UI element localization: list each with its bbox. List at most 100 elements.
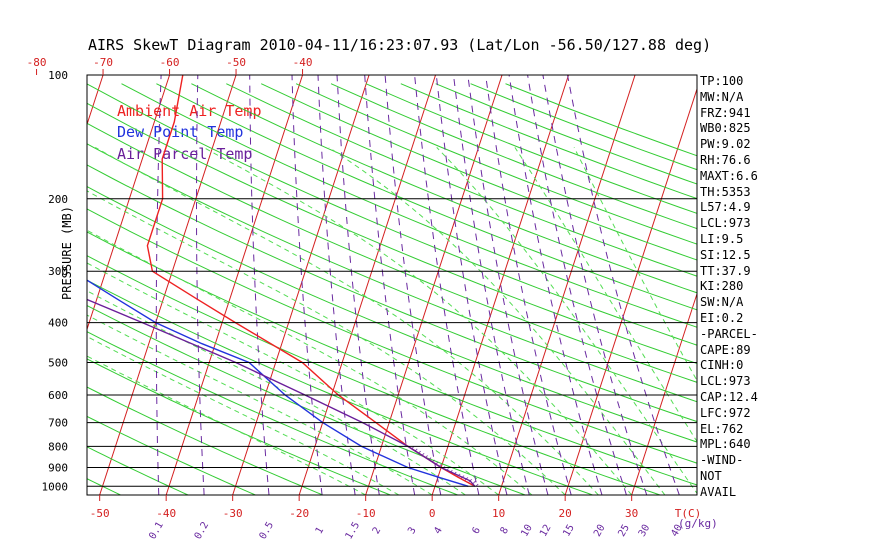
index-21: LFC:972 (700, 405, 751, 420)
isotherm-line (698, 75, 834, 495)
index-15: EI:0.2 (700, 311, 744, 325)
index-22: EL:762 (700, 421, 744, 436)
bottom-temp-label: -30 (223, 507, 243, 520)
bottom-temp-label: -40 (156, 507, 176, 520)
mixing-ratio-label: 0.5 (258, 520, 277, 541)
mixing-ratio-line (527, 75, 627, 495)
index-26: AVAIL (700, 484, 737, 499)
index-12: TT:37.9 (700, 263, 751, 278)
index-16: -PARCEL- (700, 326, 758, 341)
dry-adiabat-line (260, 83, 697, 261)
dry-adiabat-line (0, 84, 53, 495)
isotherm-line (431, 75, 570, 495)
dry-adiabat-line (87, 143, 697, 403)
mixing-ratio-line (249, 75, 270, 495)
isotherm-line (298, 75, 437, 495)
mixing-ratio-label: 0.1 (147, 520, 166, 541)
dry-adiabat-line (156, 83, 697, 311)
mixing-ratio-label: 10 (519, 523, 535, 539)
pressure-tick-label: 500 (48, 356, 68, 369)
top-temp-label: -80 (27, 56, 47, 69)
mixing-ratio-label: 1.5 (344, 520, 363, 541)
mixing-ratio-line (384, 75, 442, 495)
isotherm-line (99, 75, 237, 495)
isotherm-line (498, 75, 636, 495)
dry-adiabat-line (87, 255, 661, 495)
index-10: LI:9.5 (700, 232, 744, 246)
mixing-ratio-line (453, 75, 530, 495)
index-9: LCL:973 (700, 216, 751, 231)
index-7: TH:5353 (700, 184, 751, 199)
dry-adiabat-line (87, 386, 323, 495)
mixing-ratio-label: 8 (499, 525, 512, 536)
mixing-ratio-line (435, 75, 508, 495)
pressure-tick-label: 900 (48, 461, 68, 474)
dry-adiabat-line (435, 83, 697, 185)
bottom-temp-unit: T(C) (675, 507, 702, 520)
moist-adiabat-line (87, 190, 566, 495)
bottom-temp-label: 30 (625, 507, 638, 520)
dry-adiabat-line (87, 208, 697, 464)
pressure-tick-label: 400 (48, 317, 68, 330)
mixing-ratio-line (542, 75, 648, 495)
dry-adiabat-line (87, 164, 697, 423)
index-24: -WIND- (700, 453, 744, 468)
dry-adiabat-line (87, 415, 256, 495)
moist-adiabat-line (94, 146, 599, 495)
mixing-ratio-label: 4 (432, 525, 445, 536)
index-8: L57:4.9 (700, 200, 751, 215)
bottom-temp-label: 10 (492, 507, 505, 520)
dry-adiabat-line (87, 331, 458, 495)
index-11: SI:12.5 (700, 247, 751, 262)
dry-adiabat-line (400, 83, 697, 200)
dry-adiabat-line (121, 83, 697, 328)
isotherm-line (631, 292, 697, 495)
dry-adiabat-line (226, 83, 697, 277)
mixing-ratio-line (567, 75, 680, 495)
dry-adiabat-line (365, 83, 697, 214)
isotherm-line (87, 75, 104, 127)
dry-adiabat-line (87, 358, 391, 495)
dry-adiabat-line (87, 279, 593, 495)
dry-adiabat-line (87, 122, 697, 383)
mixing-ratio-line (336, 75, 380, 495)
series-air-parcel-temp (87, 298, 476, 487)
isotherm-line (765, 75, 870, 495)
pressure-tick-label: 200 (48, 193, 68, 206)
top-temp-label: -60 (160, 56, 180, 69)
index-13: KI:280 (700, 279, 744, 294)
dry-adiabat-line (87, 304, 526, 495)
dry-adiabat-line (191, 83, 697, 294)
mixing-ratio-label: 1 (314, 525, 327, 536)
index-19: LCL:973 (700, 374, 751, 389)
mixing-ratio-label: 6 (470, 525, 483, 536)
index-14: SW:N/A (700, 295, 744, 310)
isotherm-line (232, 75, 370, 495)
index-18: CINH:0 (700, 358, 744, 373)
index-20: CAP:12.4 (700, 390, 758, 404)
mixing-ratio-line (155, 75, 162, 495)
pressure-tick-label: 100 (48, 69, 68, 82)
dry-adiabat-line (330, 83, 697, 230)
chart-title: AIRS SkewT Diagram 2010-04-11/16:23:07.9… (88, 36, 712, 54)
dry-adiabat-line (87, 83, 697, 346)
index-2: FRZ:941 (700, 105, 751, 120)
series-dew-point-temp (87, 279, 469, 487)
moist-adiabat-line (203, 146, 633, 495)
pressure-tick-label: 700 (48, 417, 68, 430)
mixing-ratio-label: 2 (371, 525, 384, 536)
mixing-ratio-label: 12 (538, 523, 554, 539)
pressure-tick-label: 800 (48, 440, 68, 453)
top-temp-label: -40 (293, 56, 313, 69)
mixing-ratio-unit: (g/kg) (678, 517, 718, 530)
mixing-ratio-label: 30 (637, 523, 653, 539)
index-3: WB0:825 (700, 121, 751, 136)
top-temp-label: -70 (93, 56, 113, 69)
mixing-ratio-label: 25 (616, 523, 632, 539)
moist-adiabat-line (573, 147, 697, 382)
isotherm-line (87, 75, 171, 331)
bottom-temp-label: 20 (559, 507, 572, 520)
index-0: TP:100 (700, 74, 744, 88)
cape-area (408, 446, 481, 487)
